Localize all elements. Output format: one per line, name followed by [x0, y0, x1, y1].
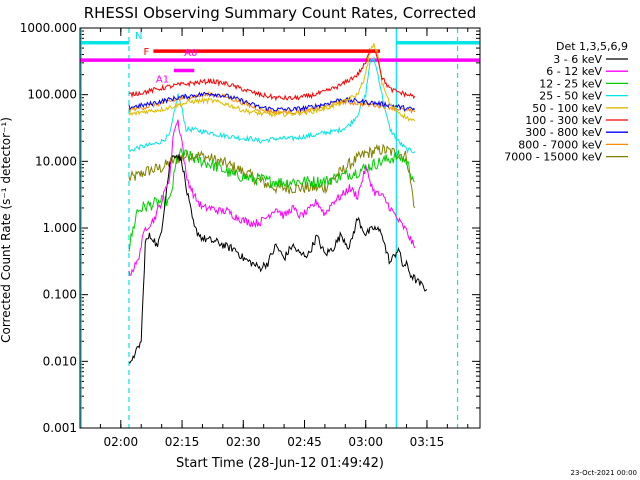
- legend-label: 800 - 7000 keV: [518, 138, 602, 151]
- annotation-label-a1: A1: [156, 75, 169, 86]
- y-tick-label: 10.000: [35, 154, 77, 168]
- legend-label: 6 - 12 keV: [546, 65, 602, 78]
- legend-title: Det 1,3,5,6,9: [556, 40, 628, 53]
- annotation-label-n: N: [135, 31, 142, 42]
- x-tick-label: 03:00: [348, 435, 383, 449]
- chart-title: RHESSI Observing Summary Count Rates, Co…: [84, 4, 477, 22]
- annotation-label-a0: A0: [184, 48, 197, 59]
- y-axis-label: Corrected Count Rate (s⁻¹ detector⁻¹): [0, 117, 13, 343]
- legend-label: 300 - 800 keV: [525, 126, 602, 139]
- footer-date: 23-Oct-2021 00:00: [571, 469, 637, 477]
- series-line-3-6-kev: [128, 154, 428, 364]
- series-line-800-7000-kev: [128, 90, 416, 116]
- legend-label: 25 - 50 keV: [539, 90, 602, 103]
- y-tick-label: 100.000: [27, 88, 77, 102]
- x-tick-label: 02:45: [287, 435, 322, 449]
- legend-label: 100 - 300 keV: [525, 114, 602, 127]
- y-tick-label: 1.000: [43, 221, 77, 235]
- x-tick-label: 03:15: [410, 435, 445, 449]
- series-line-6-12-kev: [128, 119, 416, 276]
- series-line-50-100-kev: [128, 43, 416, 122]
- y-tick-label: 0.001: [43, 421, 77, 435]
- x-tick-label: 02:15: [165, 435, 200, 449]
- y-tick-label: 0.010: [43, 354, 77, 368]
- plot-frame: [79, 27, 481, 429]
- y-tick-label: 1000.000: [20, 21, 77, 35]
- series-line-12-25-kev: [128, 146, 415, 252]
- y-tick-label: 0.100: [43, 288, 77, 302]
- legend-label: 7000 - 15000 keV: [504, 151, 602, 164]
- x-axis-label: Start Time (28-Jun-12 01:49:42): [176, 456, 384, 471]
- legend-label: 50 - 100 keV: [532, 102, 602, 115]
- series-line-300-800-kev: [128, 91, 416, 113]
- x-tick-label: 02:30: [226, 435, 261, 449]
- series-line-100-300-kev: [129, 47, 416, 102]
- legend-label: 12 - 25 keV: [539, 77, 602, 90]
- series-line-25-50-kev: [128, 56, 416, 154]
- legend-label: 3 - 6 keV: [553, 53, 602, 66]
- annotation-label-f: F: [143, 47, 149, 58]
- x-tick-label: 02:00: [104, 435, 139, 449]
